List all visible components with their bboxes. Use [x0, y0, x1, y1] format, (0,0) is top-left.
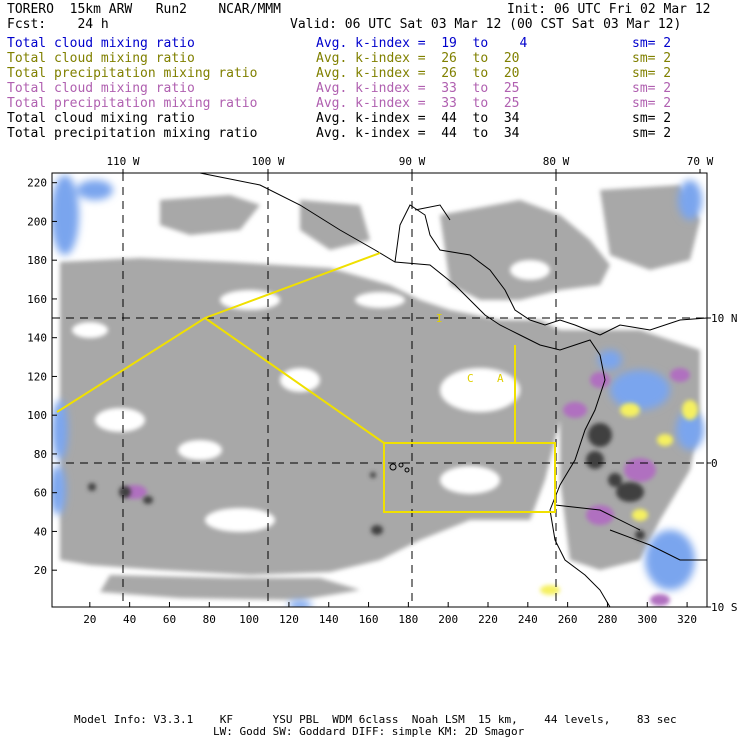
x-tick-label: 60 [163, 613, 176, 626]
legend-kindex: Avg. k-index = 33 to 25 [316, 81, 520, 96]
lon-label: 110 W [106, 155, 139, 168]
x-tick-label: 80 [203, 613, 216, 626]
legend-field: Total precipitation mixing ratio [7, 96, 258, 111]
x-tick-label: 160 [359, 613, 379, 626]
valid-time: Valid: 06 UTC Sat 03 Mar 12 (00 CST Sat … [290, 17, 682, 32]
y-tick-label: 140 [27, 332, 47, 345]
init-time: Init: 06 UTC Fri 02 Mar 12 [507, 2, 711, 17]
lon-label: 70 W [687, 155, 714, 168]
clear-sky-patches [72, 260, 550, 532]
legend-sm: sm= 2 [632, 66, 672, 81]
y-tick-label: 160 [27, 293, 47, 306]
y-tick-label: 60 [34, 487, 47, 500]
lon-label: 80 W [543, 155, 570, 168]
region-outlines [56, 252, 556, 513]
x-tick-label: 140 [319, 613, 339, 626]
x-tick-label: 120 [279, 613, 299, 626]
x-tick-label: 200 [438, 613, 458, 626]
legend-field: Total cloud mixing ratio [7, 81, 195, 96]
y-tick-label: 40 [34, 525, 47, 538]
legend-sm: sm= 2 [632, 126, 672, 141]
x-axis: 20 40 60 80 100 120 140 160 180 200 220 240 260 280 30… [83, 602, 697, 626]
region-letters: I C A [436, 312, 504, 385]
latitude-labels: 10 N 0 10 S [707, 312, 738, 614]
physics-info-line: LW: Godd SW: Goddard DIFF: simple KM: 2D… [213, 725, 525, 738]
y-tick-label: 220 [27, 177, 47, 190]
legend-sm: sm= 2 [632, 36, 672, 51]
legend-kindex: Avg. k-index = 19 to 4 [316, 36, 528, 51]
legend-kindex: Avg. k-index = 26 to 20 [316, 51, 520, 66]
x-tick-label: 20 [83, 613, 96, 626]
y-tick-label: 180 [27, 254, 47, 267]
cloud-field [52, 173, 707, 607]
y-tick-label: 100 [27, 409, 47, 422]
legend-kindex: Avg. k-index = 44 to 34 [316, 111, 520, 126]
purple-shading [123, 368, 690, 606]
legend-sm: sm= 2 [632, 111, 672, 126]
y-tick-label: 20 [34, 564, 47, 577]
legend-sm: sm= 2 [632, 81, 672, 96]
legend-field: Total precipitation mixing ratio [7, 126, 258, 141]
x-tick-label: 300 [637, 613, 657, 626]
y-tick-label: 120 [27, 370, 47, 383]
x-tick-label: 280 [598, 613, 618, 626]
region-letter: C [467, 372, 474, 385]
y-tick-label: 80 [34, 448, 47, 461]
lat-label: 10 N [711, 312, 738, 325]
yellow-shading [540, 400, 698, 595]
legend-field: Total precipitation mixing ratio [7, 66, 258, 81]
x-tick-label: 240 [518, 613, 538, 626]
y-tick-label: 200 [27, 215, 47, 228]
legend-field: Total cloud mixing ratio [7, 111, 195, 126]
x-tick-label: 220 [478, 613, 498, 626]
region-letter: I [436, 312, 443, 325]
forecast-hour: Fcst: 24 h [7, 17, 109, 32]
legend-kindex: Avg. k-index = 33 to 25 [316, 96, 520, 111]
coastlines [199, 173, 707, 607]
x-tick-label: 40 [123, 613, 136, 626]
plot-frame [51, 172, 708, 608]
region-letter: A [497, 372, 504, 385]
model-info-line: Model Info: V3.3.1 KF YSU PBL WDM 6class… [74, 713, 677, 726]
legend-sm: sm= 2 [632, 96, 672, 111]
x-tick-label: 180 [398, 613, 418, 626]
longitude-labels: 110 W 100 W 90 W 80 W 70 W [106, 155, 714, 173]
blue-shading [52, 175, 704, 607]
legend-field: Total cloud mixing ratio [7, 36, 195, 51]
x-tick-label: 100 [239, 613, 259, 626]
y-axis: 220 200 180 160 140 120 100 80 60 40 20 [27, 177, 57, 577]
legend-field: Total cloud mixing ratio [7, 51, 195, 66]
galapagos-islands [389, 462, 410, 473]
legend-sm: sm= 2 [632, 51, 672, 66]
dark-convection-cells [88, 423, 645, 540]
legend-kindex: Avg. k-index = 26 to 20 [316, 66, 520, 81]
model-title: TORERO 15km ARW Run2 NCAR/MMM [7, 2, 281, 17]
lat-lon-grid [52, 173, 707, 607]
lat-label: 10 S [711, 601, 738, 614]
lon-label: 100 W [251, 155, 284, 168]
lat-label: 0 [711, 457, 718, 470]
x-tick-label: 260 [558, 613, 578, 626]
legend-kindex: Avg. k-index = 44 to 34 [316, 126, 520, 141]
x-tick-label: 320 [677, 613, 697, 626]
lon-label: 90 W [399, 155, 426, 168]
